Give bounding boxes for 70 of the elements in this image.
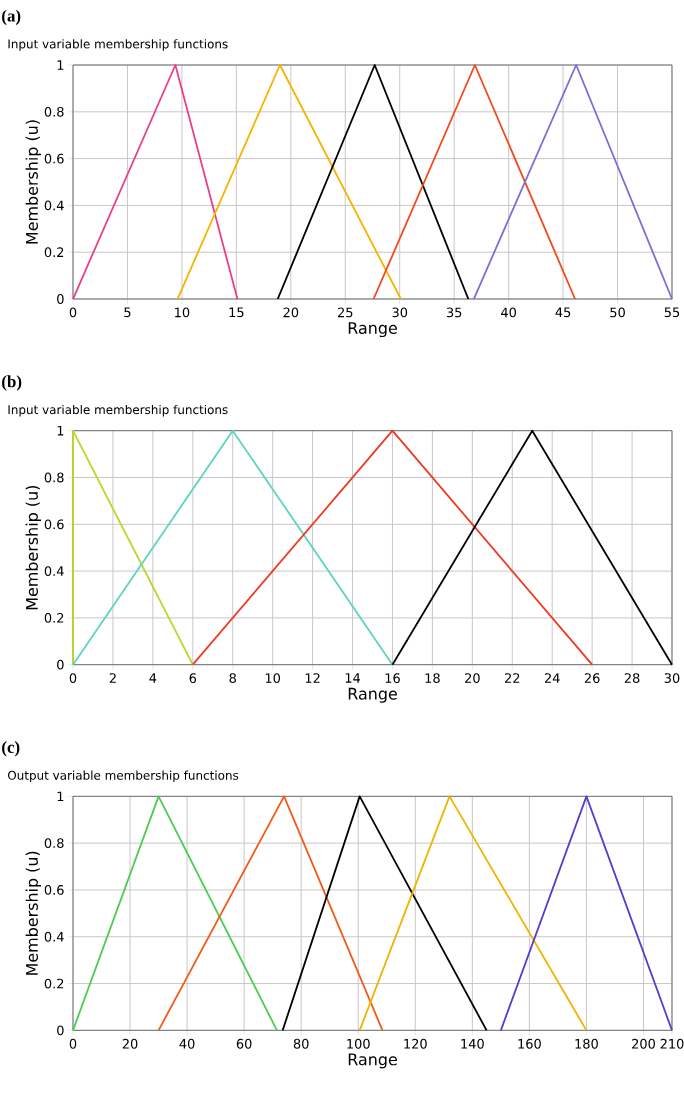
x-tick-label: 100: [347, 1038, 370, 1049]
x-tick-label: 16: [385, 673, 400, 683]
y-tick-label: 0.2: [44, 978, 64, 989]
x-tick-label: 45: [555, 307, 571, 318]
y-tick-label: 1: [57, 791, 64, 802]
x-tick-label: 35: [446, 307, 462, 318]
x-tick-label: 40: [501, 307, 517, 318]
x-tick-label: 25: [337, 307, 353, 318]
chart-title: (a): [2, 9, 21, 26]
y-tick-label: 0.2: [44, 612, 64, 623]
x-tick-label: 28: [624, 673, 640, 683]
chart-subtitle: Input variable membership functions: [8, 404, 228, 417]
y-tick-label: 0.6: [44, 885, 64, 895]
x-tick-label: 10: [265, 673, 281, 683]
y-tick-label: 0: [57, 659, 64, 670]
x-tick-label: 20: [465, 673, 480, 683]
y-axis-title: Membership (u): [25, 851, 42, 975]
x-tick-label: 2: [109, 673, 116, 683]
chart-title: (b): [2, 375, 22, 391]
x-tick-label: 20: [283, 307, 299, 318]
y-tick-label: 0.4: [44, 566, 64, 576]
x-tick-label: 60: [236, 1038, 252, 1049]
x-axis-title: Range: [348, 322, 397, 338]
chart-subtitle: Input variable membership functions: [8, 39, 228, 51]
x-tick-label: 30: [664, 673, 680, 683]
y-tick-label: 0.2: [44, 247, 64, 258]
x-tick-label: 40: [179, 1038, 195, 1049]
y-tick-label: 0.4: [44, 931, 64, 942]
x-tick-label: 30: [392, 307, 408, 318]
x-tick-label: 18: [425, 673, 440, 683]
x-tick-label: 24: [544, 673, 560, 683]
x-tick-label: 140: [461, 1038, 484, 1049]
y-tick-label: 0.6: [44, 153, 64, 164]
chart-subtitle: Output variable membership functions: [7, 770, 239, 783]
x-axis-title: Range: [348, 687, 397, 703]
y-tick-label: 1: [57, 425, 64, 436]
x-tick-label: 14: [345, 673, 361, 683]
y-axis-title: Membership (u): [25, 120, 42, 244]
x-tick-label: 50: [610, 307, 625, 318]
y-tick-label: 0.8: [44, 472, 64, 483]
y-axis-title: Membership (u): [25, 486, 42, 610]
x-tick-label: 12: [305, 673, 320, 683]
x-tick-label: 6: [189, 673, 197, 683]
x-tick-label: 5: [124, 307, 131, 318]
x-tick-label: 4: [149, 673, 157, 683]
x-tick-label: 20: [122, 1038, 138, 1049]
y-tick-label: 0.6: [44, 519, 64, 530]
y-tick-label: 0.8: [44, 106, 64, 117]
x-tick-label: 210: [660, 1038, 684, 1049]
y-tick-label: 0.4: [44, 200, 64, 211]
x-tick-label: 8: [229, 673, 236, 683]
x-tick-label: 80: [293, 1038, 309, 1049]
x-tick-label: 22: [504, 673, 520, 683]
y-tick-label: 0: [57, 1025, 64, 1036]
chart-title: (c): [2, 741, 20, 757]
x-tick-label: 0: [69, 307, 77, 318]
x-tick-label: 180: [575, 1038, 598, 1049]
x-tick-label: 10: [175, 307, 190, 318]
x-axis-title: Range: [348, 1053, 397, 1069]
x-tick-label: 55: [664, 307, 680, 318]
x-tick-label: 0: [69, 673, 77, 683]
x-tick-label: 120: [404, 1038, 427, 1049]
x-tick-label: 160: [518, 1038, 541, 1049]
x-tick-label: 15: [229, 307, 244, 318]
y-tick-label: 0: [57, 294, 64, 304]
x-tick-label: 26: [584, 673, 600, 683]
y-tick-label: 0.8: [44, 838, 64, 849]
x-tick-label: 0: [69, 1038, 77, 1049]
x-tick-label: 200: [632, 1038, 655, 1049]
y-tick-label: 1: [57, 60, 64, 70]
